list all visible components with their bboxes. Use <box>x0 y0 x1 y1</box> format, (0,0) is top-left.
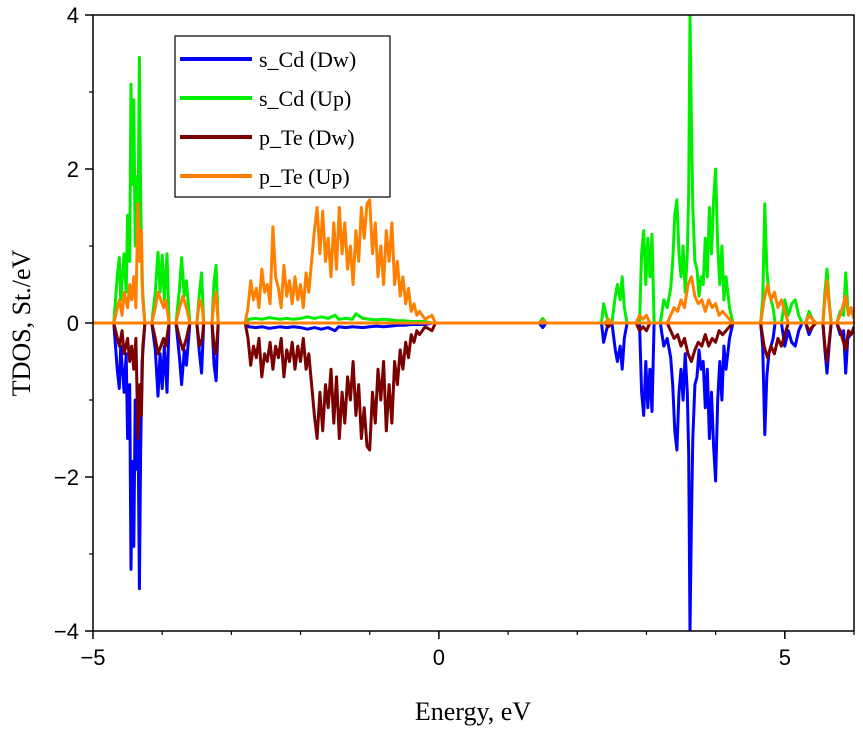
y-axis-title: TDOS, St./eV <box>7 249 36 396</box>
legend: s_Cd (Dw) s_Cd (Up) p_Te (Dw) p_Te (Up) <box>174 35 391 198</box>
series-line-2 <box>112 321 854 452</box>
legend-label-2: p_Te (Dw) <box>259 125 355 150</box>
legend-label-1: s_Cd (Up) <box>259 86 351 111</box>
legend-box <box>174 35 391 198</box>
y-tick-label-3: 2 <box>67 157 79 182</box>
legend-label-0: s_Cd (Dw) <box>259 47 356 72</box>
legend-label-3: p_Te (Up) <box>259 164 350 189</box>
x-tick-label-2: 5 <box>779 645 791 670</box>
series-layer <box>93 15 854 631</box>
ticks-layer: −5 0 5 −4 −2 0 2 4 <box>54 3 855 670</box>
y-tick-label-2: 0 <box>67 311 79 336</box>
y-tick-label-1: −2 <box>54 465 79 490</box>
x-tick-label-1: 0 <box>433 645 445 670</box>
y-tick-label-0: −4 <box>54 619 79 644</box>
series-line-3 <box>93 198 854 325</box>
y-tick-label-4: 4 <box>67 3 79 28</box>
x-tick-label-0: −5 <box>80 645 105 670</box>
x-axis-title: Energy, eV <box>415 697 531 726</box>
